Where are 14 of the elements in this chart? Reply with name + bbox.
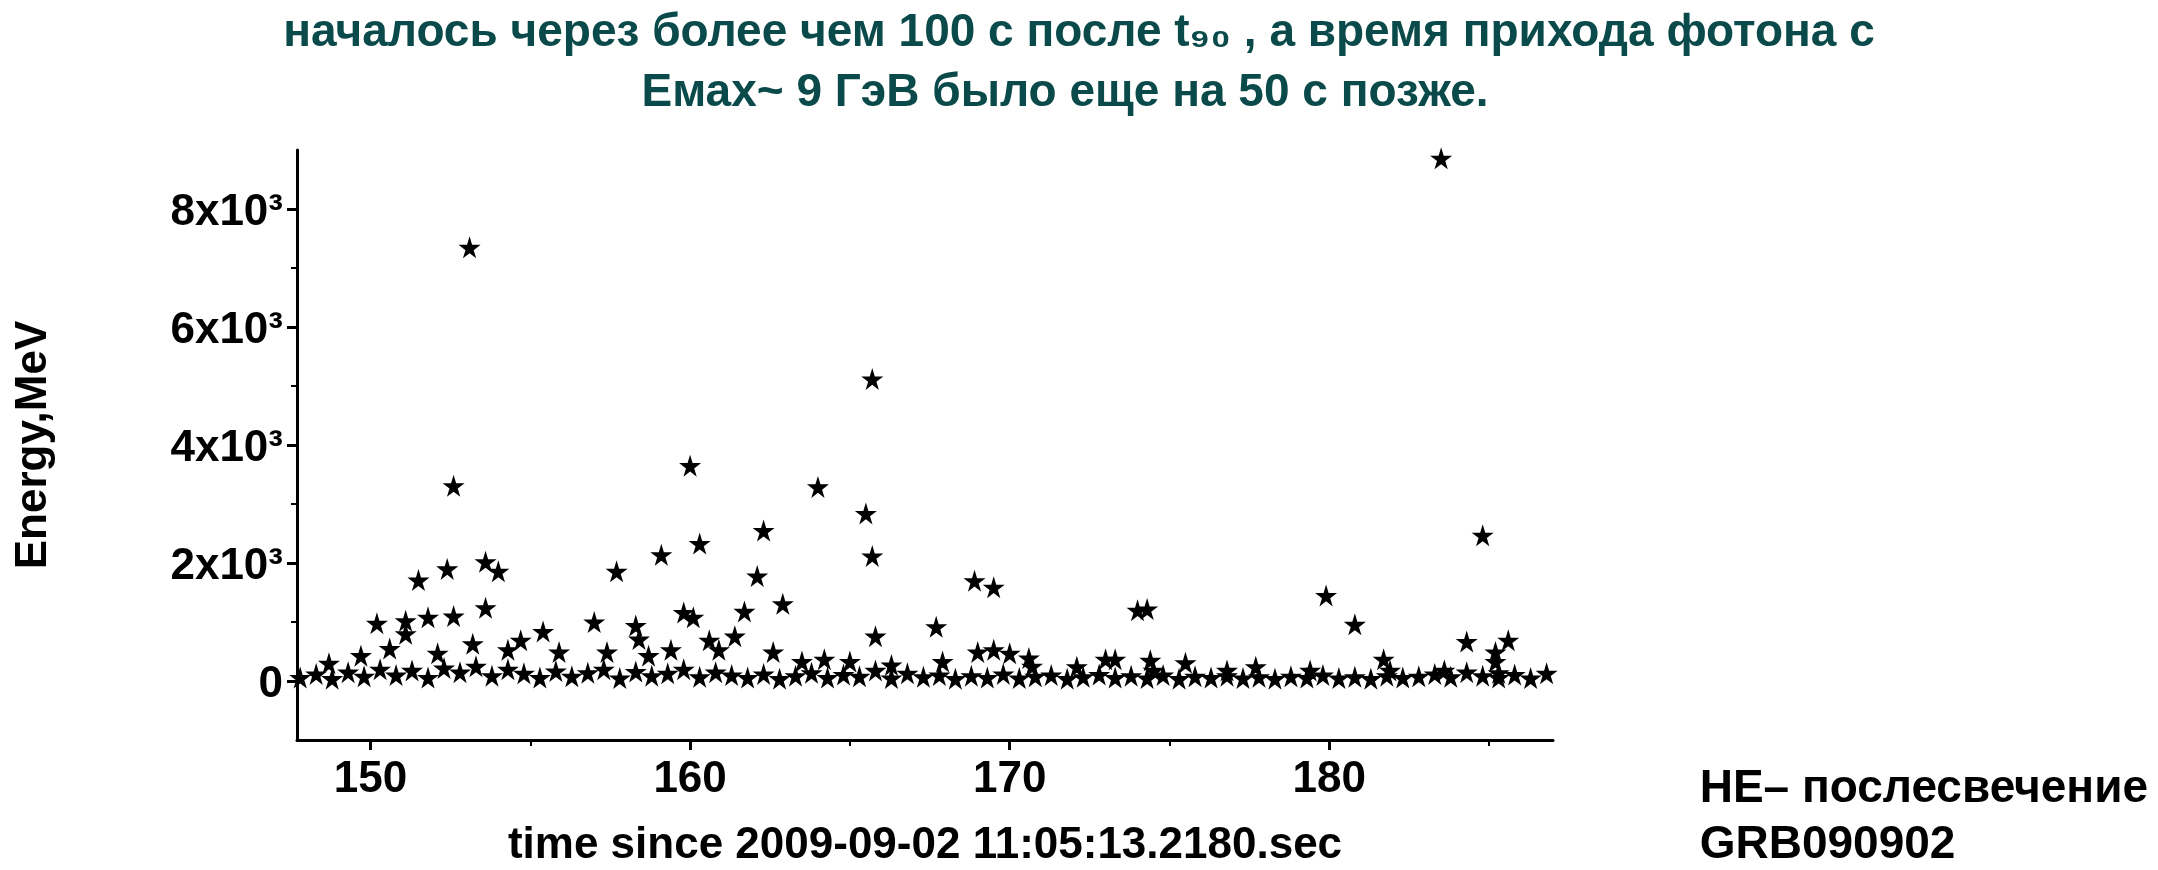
x-axis-title: time since 2009-09-02 11:05:13.2180.sec [507,817,1343,867]
x-tick-label: 170 [972,751,1047,801]
chart-title: началось через более чем 100 с после t₉₀ , а время прихода фотона с [283,4,1875,56]
y-tick-label: 2x10³ [170,538,283,588]
x-tick-label: 180 [1292,751,1366,801]
y-tick-label: 8x10³ [170,184,283,234]
x-tick-label: 150 [333,751,408,801]
y-tick-label: 4x10³ [170,420,283,470]
y-tick-label: 6x10³ [170,302,283,352]
x-tick-label: 160 [653,751,727,801]
chart-subtitle: Емах~ 9 ГэВ было еще на 50 с позже. [641,64,1489,116]
y-tick-label: 0 [258,656,283,706]
text: HE– послесвечение GRB090902 [1699,760,2148,868]
y-axis-title: Energy,MeV [5,320,55,570]
